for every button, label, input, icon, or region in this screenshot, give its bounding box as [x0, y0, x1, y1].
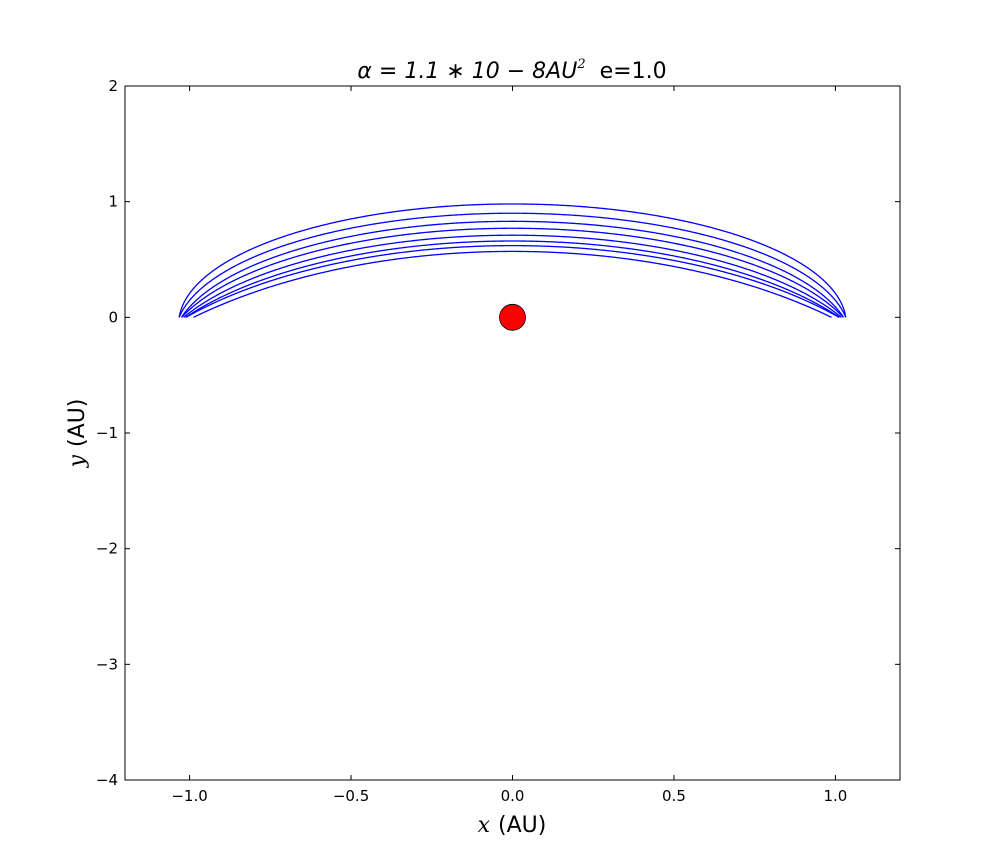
- x-tick-label: −0.5: [333, 787, 369, 805]
- y-tick-label: −1: [96, 424, 118, 442]
- y-tick-label: 1: [108, 193, 118, 211]
- y-axis-label: y(AU): [65, 399, 90, 469]
- y-axis-ticks: −4 −3 −2 −1 0 1 2: [96, 77, 900, 789]
- orbit-line: [181, 227, 844, 318]
- x-axis-ticks: −1.0 −0.5 0.0 0.5 1.0: [171, 86, 847, 805]
- y-tick-label: 2: [108, 77, 118, 95]
- orbit-line: [185, 240, 840, 318]
- chart-title: α = 1.1 ∗ 10 − 8AU2 e=1.0: [357, 57, 666, 84]
- x-tick-label: 0.0: [501, 787, 525, 805]
- orbit-lines: [178, 203, 847, 318]
- y-tick-label: 0: [108, 308, 118, 326]
- star-layer: [499, 303, 526, 331]
- x-tick-label: 1.0: [823, 787, 847, 805]
- orbit-line: [183, 234, 842, 318]
- x-axis-label: x (AU): [478, 813, 547, 838]
- orbit-line: [178, 203, 847, 318]
- x-tick-label: −1.0: [171, 787, 207, 805]
- plot-frame: [124, 85, 901, 781]
- x-tick-label: 0.5: [662, 787, 686, 805]
- orbit-line: [185, 244, 840, 318]
- orbit-line: [193, 250, 832, 318]
- orbit-line: [180, 220, 845, 318]
- y-tick-label: −3: [96, 655, 118, 673]
- star-marker: [499, 303, 526, 331]
- orbit-line: [178, 212, 847, 318]
- y-tick-label: −4: [96, 771, 118, 789]
- y-tick-label: −2: [96, 540, 118, 558]
